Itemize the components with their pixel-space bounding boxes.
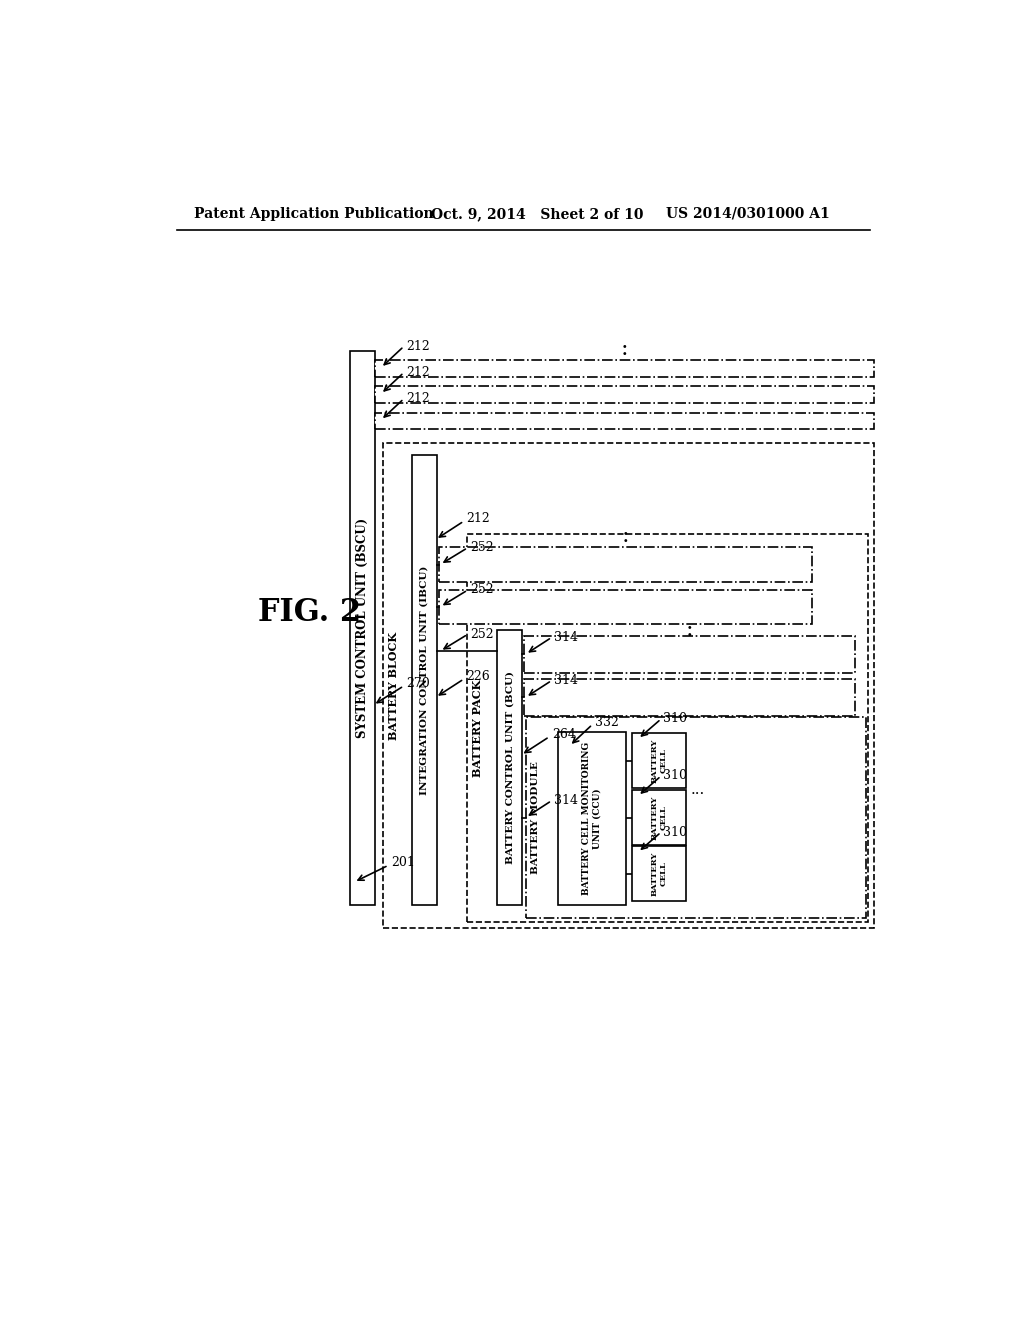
Text: 270: 270 [407,677,430,690]
Bar [632,733,686,788]
Bar [497,630,522,906]
Bar [632,846,686,902]
Bar [350,351,375,906]
Text: 252: 252 [470,583,494,597]
Text: BATTERY
CELL: BATTERY CELL [650,851,668,896]
Text: BATTERY MODULE: BATTERY MODULE [531,762,540,874]
Text: US 2014/0301000 A1: US 2014/0301000 A1 [666,207,829,220]
Text: 314: 314 [554,675,579,686]
Text: FIG. 2: FIG. 2 [258,597,360,628]
Text: 212: 212 [407,339,430,352]
Bar [525,718,866,917]
Bar [375,412,873,429]
Text: 310: 310 [664,770,687,783]
Text: 310: 310 [664,825,687,838]
Text: 212: 212 [407,392,430,405]
Bar [438,548,812,582]
Bar [632,789,686,845]
Text: 212: 212 [466,512,490,525]
Text: 252: 252 [470,628,494,640]
Bar [383,444,873,928]
Text: BATTERY CELL MONITORING
UNIT (CCU): BATTERY CELL MONITORING UNIT (CCU) [582,742,601,895]
Text: BATTERY CONTROL UNIT (BCU): BATTERY CONTROL UNIT (BCU) [505,671,514,865]
Text: BATTERY
CELL: BATTERY CELL [650,738,668,783]
Text: ...: ... [690,783,705,797]
Text: 264: 264 [552,727,575,741]
Text: Patent Application Publication: Patent Application Publication [194,207,433,220]
Text: 212: 212 [407,366,430,379]
Text: 252: 252 [470,541,494,554]
Bar [375,387,873,404]
Bar [558,733,626,906]
Text: BATTERY BLOCK: BATTERY BLOCK [388,632,398,739]
Text: 226: 226 [466,671,490,684]
Bar [524,636,855,673]
Text: 332: 332 [595,715,618,729]
Bar [467,535,868,923]
Text: Oct. 9, 2014   Sheet 2 of 10: Oct. 9, 2014 Sheet 2 of 10 [431,207,643,220]
Bar [524,678,855,715]
Text: 310: 310 [664,713,687,726]
Text: BATTERY PACK: BATTERY PACK [472,680,482,777]
Text: :: : [622,525,629,546]
Text: 314: 314 [554,795,579,807]
Bar [412,455,437,906]
Bar [375,360,873,378]
Text: :: : [621,338,628,360]
Text: 201: 201 [391,857,415,870]
Bar [438,590,812,624]
Text: INTEGRATION CONTROL UNIT (IBCU): INTEGRATION CONTROL UNIT (IBCU) [420,565,429,795]
Text: 314: 314 [554,631,579,644]
Text: SYSTEM CONTROL UNIT (BSCU): SYSTEM CONTROL UNIT (BSCU) [355,517,369,738]
Text: BATTERY
CELL: BATTERY CELL [650,796,668,840]
Text: :: : [686,619,693,640]
